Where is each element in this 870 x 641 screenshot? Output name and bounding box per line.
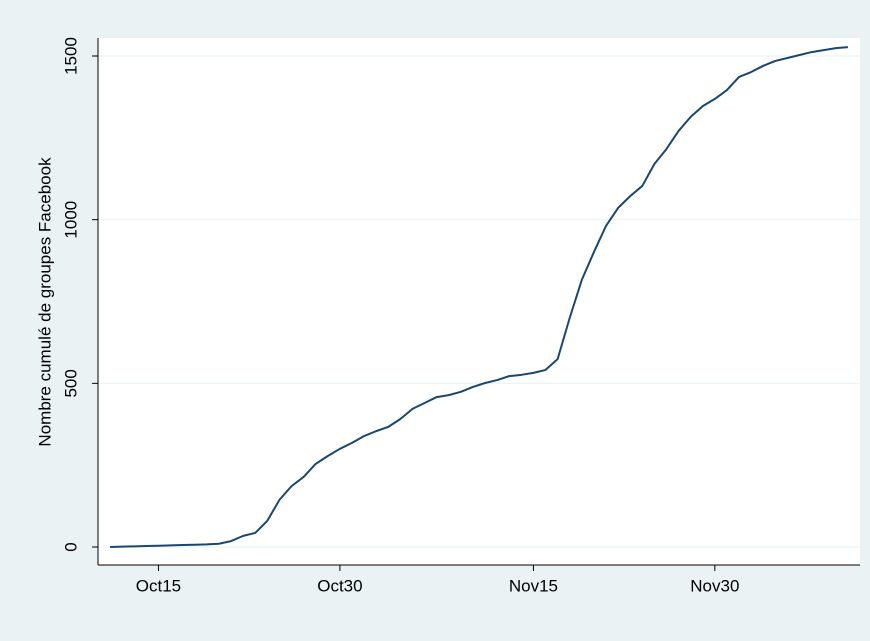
plot-area: [98, 38, 860, 565]
y-tick-label: 0: [61, 542, 80, 551]
y-tick-label: 1000: [61, 201, 80, 239]
x-tick-label: Oct30: [317, 576, 362, 595]
x-tick-label: Nov30: [690, 576, 739, 595]
y-tick-label: 1500: [61, 37, 80, 75]
y-axis-title: Nombre cumulé de groupes Facebook: [35, 157, 54, 447]
x-tick-label: Nov15: [509, 576, 558, 595]
data-line: [110, 46, 848, 548]
x-tick-label: Oct15: [136, 576, 181, 595]
y-tick-label: 500: [61, 369, 80, 397]
